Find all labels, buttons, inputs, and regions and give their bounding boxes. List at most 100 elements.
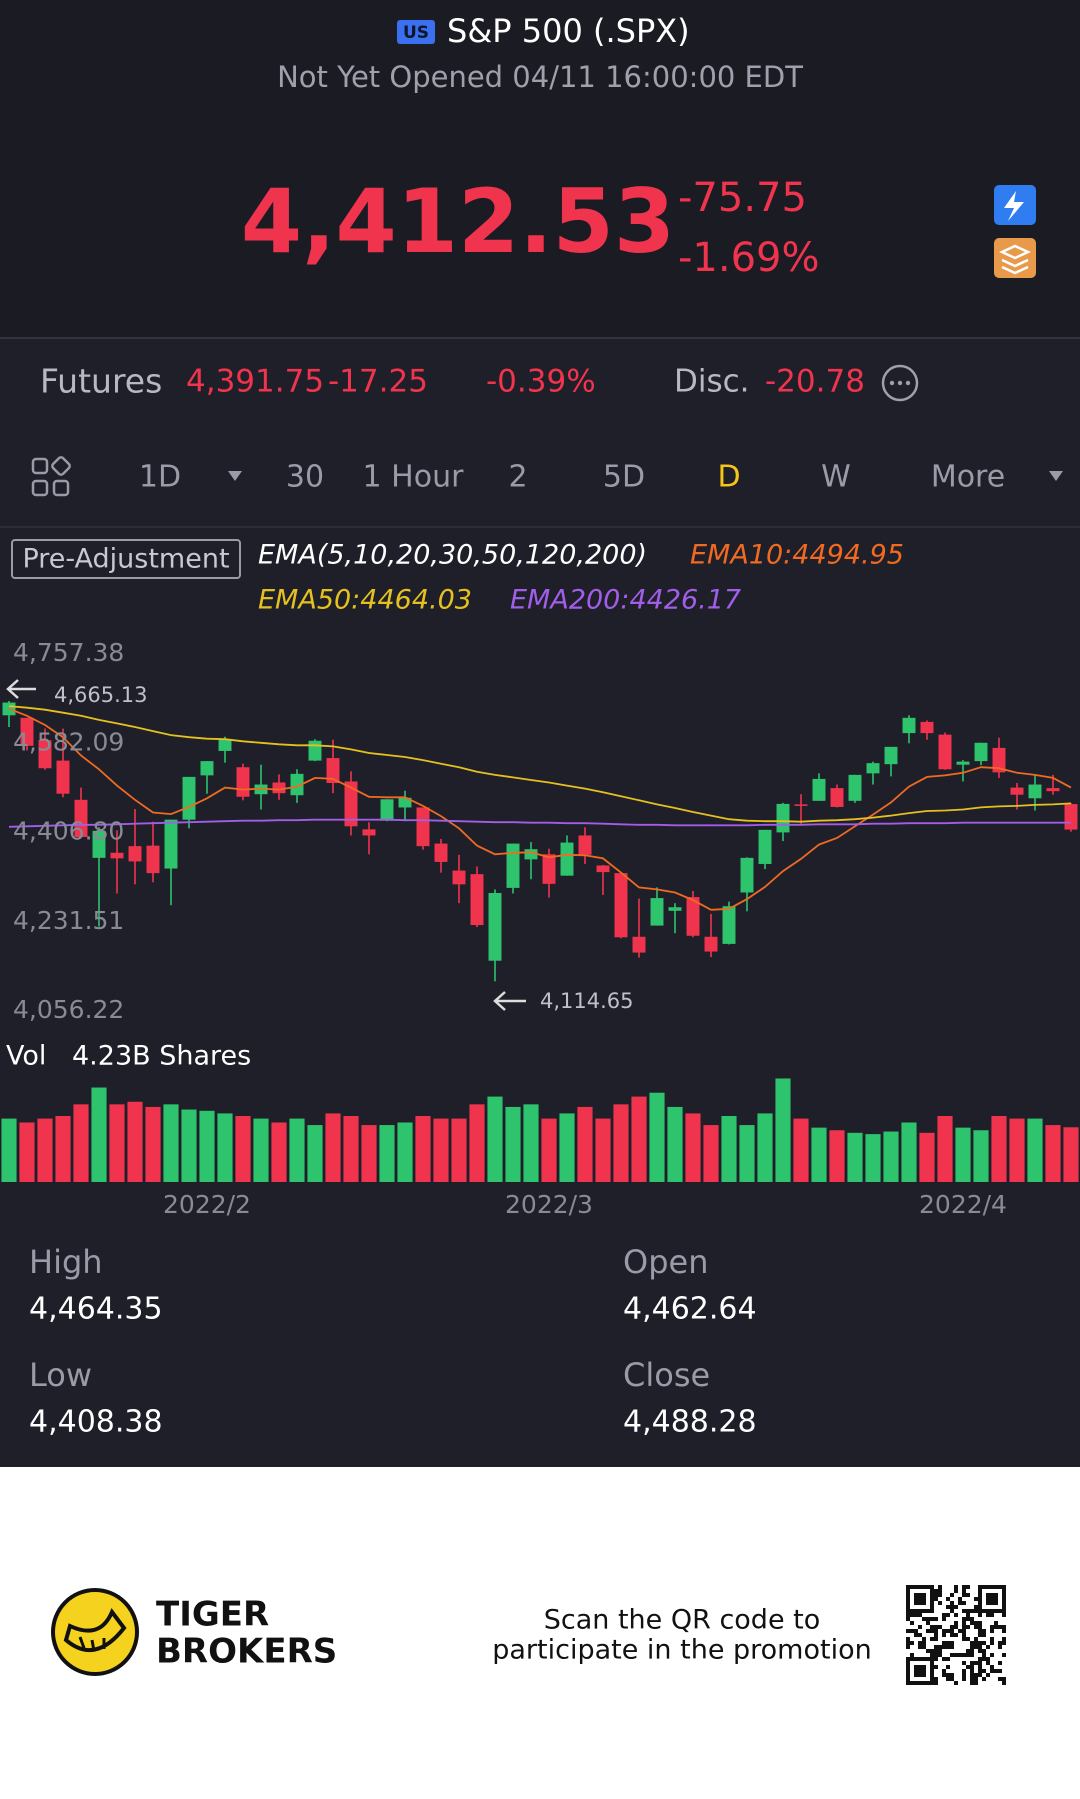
tab[interactable]: More (931, 460, 1005, 495)
qr-module (930, 1657, 934, 1661)
qr-module (982, 1649, 986, 1653)
ema-label: EMA(5,10,20,30,50,120,200) (258, 540, 647, 571)
more-button[interactable] (881, 364, 919, 402)
qr-module (962, 1593, 966, 1597)
layout-icon[interactable] (31, 456, 71, 497)
qr-module (994, 1585, 998, 1589)
qr-module (978, 1609, 982, 1613)
qr-module (978, 1669, 982, 1673)
qr-module (934, 1681, 938, 1685)
qr-module (962, 1661, 966, 1665)
qr-module (958, 1601, 962, 1605)
qr-module (986, 1645, 990, 1649)
qr-module (970, 1649, 974, 1653)
candle-body (326, 758, 340, 784)
min-label: 4,114.65 (540, 989, 634, 1013)
qr-module (966, 1625, 970, 1629)
futures-label: Futures (40, 362, 162, 401)
stat-value: 4,464.35 (29, 1292, 163, 1327)
qr-module (926, 1629, 930, 1633)
candle-body (668, 907, 682, 911)
tab[interactable]: 1 Hour (363, 460, 465, 495)
qr-module (986, 1601, 990, 1605)
qr-module (978, 1625, 982, 1629)
qr-module (906, 1601, 910, 1605)
qr-module (942, 1645, 946, 1649)
adjust-box[interactable] (11, 539, 241, 579)
qr-module (910, 1681, 914, 1685)
volume-bar (235, 1116, 251, 1182)
volume-bar (109, 1104, 125, 1182)
qr-module (962, 1669, 966, 1673)
dot (889, 380, 895, 386)
qr-module (918, 1597, 922, 1601)
qr-module (914, 1593, 918, 1597)
qr-module (990, 1609, 994, 1613)
qr-module (962, 1673, 966, 1677)
max-arrow (6, 679, 36, 699)
candle-body (596, 865, 610, 873)
candle-body (722, 906, 736, 944)
qr-module (930, 1597, 934, 1601)
qr-module (922, 1601, 926, 1605)
qr-module (982, 1585, 986, 1589)
qr-module (970, 1665, 974, 1669)
volume-bar (793, 1118, 809, 1182)
qr-module (938, 1653, 942, 1657)
qr-module (934, 1589, 938, 1593)
tab[interactable]: D (717, 460, 740, 495)
qr-module (914, 1681, 918, 1685)
qr-module (922, 1665, 926, 1669)
qr-module (946, 1597, 950, 1601)
qr-module (914, 1633, 918, 1637)
tab[interactable]: 1D (139, 460, 181, 495)
qr-module (966, 1593, 970, 1597)
qr-module (954, 1585, 958, 1589)
candle-body (704, 936, 718, 952)
tab[interactable]: 30 (286, 460, 324, 495)
volume-bar (163, 1104, 179, 1182)
qr-module (918, 1665, 922, 1669)
dot (905, 380, 911, 386)
dropdown-arrow (1049, 471, 1063, 481)
qr-module (978, 1661, 982, 1665)
volume-bar (253, 1118, 269, 1182)
volume-bar (73, 1104, 89, 1182)
tab[interactable]: 2 (508, 460, 527, 495)
candle-body (110, 852, 124, 859)
qr-module (918, 1601, 922, 1605)
logo (51, 1588, 139, 1676)
qr-module (930, 1653, 934, 1657)
qr-module (974, 1673, 978, 1677)
qr-module (918, 1633, 922, 1637)
qr-module (942, 1657, 946, 1661)
market-badge (397, 20, 435, 44)
qr-module (906, 1585, 910, 1589)
qr-module (906, 1641, 910, 1645)
volume-bar (469, 1104, 485, 1182)
qr-module (958, 1597, 962, 1601)
qr-module (970, 1617, 974, 1621)
adjust-label[interactable]: Pre-Adjustment (22, 544, 229, 575)
qr-module (910, 1613, 914, 1617)
qr-module (998, 1609, 1002, 1613)
qr-module (938, 1585, 942, 1589)
qr-module (922, 1641, 926, 1645)
qr-module (966, 1665, 970, 1669)
candle-body (632, 936, 646, 953)
qr-module (930, 1677, 934, 1681)
volume-bar (91, 1087, 107, 1182)
qr-module (990, 1585, 994, 1589)
tab[interactable]: 5D (603, 460, 645, 495)
qr-module (966, 1585, 970, 1589)
volume-bar (955, 1127, 971, 1182)
volume-bar (937, 1116, 953, 1182)
candle-body (398, 797, 412, 808)
qr-module (906, 1673, 910, 1677)
qr-module (954, 1589, 958, 1593)
volume-bar (1009, 1118, 1025, 1182)
qr-module (934, 1593, 938, 1597)
tab[interactable]: W (821, 460, 851, 495)
qr-module (986, 1673, 990, 1677)
